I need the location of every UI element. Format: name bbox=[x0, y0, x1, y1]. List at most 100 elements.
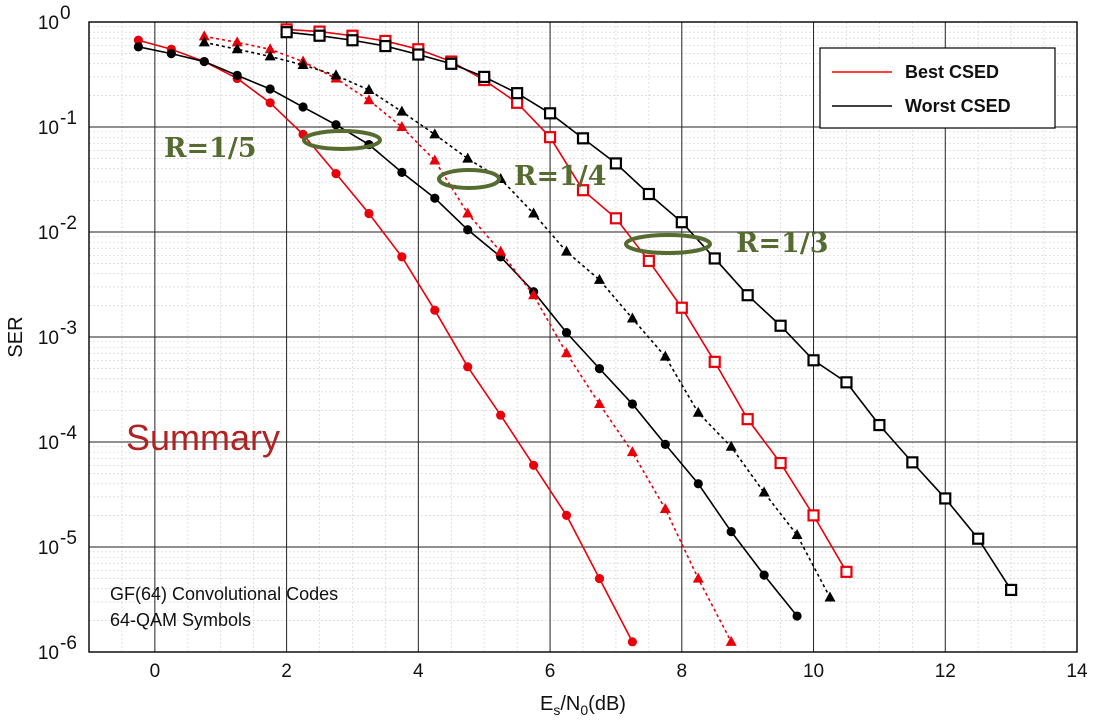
data-point-triangle bbox=[725, 440, 737, 451]
data-point-triangle bbox=[264, 43, 276, 54]
data-point-square bbox=[840, 376, 853, 389]
data-point-triangle bbox=[561, 347, 573, 358]
x-axis-label-sub1: s bbox=[553, 702, 560, 718]
data-point-circle bbox=[463, 362, 473, 372]
data-point-square bbox=[774, 319, 787, 332]
x-tick-label: 8 bbox=[677, 661, 688, 682]
data-point-circle bbox=[726, 527, 736, 537]
data-point-triangle bbox=[528, 207, 540, 218]
rate-label-1-3: R=1/3 bbox=[736, 228, 829, 259]
data-point-square bbox=[313, 29, 326, 42]
data-point-circle bbox=[331, 168, 341, 179]
data-point-square bbox=[445, 57, 458, 70]
rate-label-1-4: R=1/4 bbox=[514, 161, 607, 192]
data-point-triangle bbox=[429, 128, 441, 139]
data-point-square bbox=[576, 132, 590, 145]
x-tick-label: 0 bbox=[150, 661, 161, 682]
y-tick-label: 10 bbox=[38, 538, 59, 559]
data-point-square bbox=[708, 252, 721, 265]
data-point-triangle bbox=[198, 30, 210, 41]
data-point-triangle bbox=[561, 245, 573, 256]
y-tick-exponent: 0 bbox=[60, 3, 71, 24]
data-point-circle bbox=[660, 439, 670, 449]
data-point-triangle bbox=[495, 245, 507, 256]
y-axis-label: SER bbox=[5, 316, 27, 357]
data-point-triangle bbox=[363, 94, 375, 105]
data-point-square bbox=[478, 70, 491, 84]
data-point-square bbox=[642, 254, 655, 268]
data-point-triangle bbox=[363, 84, 375, 95]
series-layer bbox=[133, 23, 1018, 647]
data-point-triangle bbox=[626, 312, 638, 323]
data-point-circle bbox=[759, 570, 769, 580]
x-tick-labels: 0 2 4 6 8 10 12 14 bbox=[150, 661, 1088, 682]
code-note-line-2: 64-QAM Symbols bbox=[110, 610, 251, 630]
data-point-square bbox=[807, 509, 820, 522]
data-point-circle bbox=[463, 225, 473, 235]
data-point-circle bbox=[561, 328, 572, 338]
data-point-square bbox=[543, 107, 557, 120]
legend-box bbox=[819, 47, 1056, 129]
rate-label-1-5: R=1/5 bbox=[164, 133, 257, 164]
data-point-triangle bbox=[692, 572, 704, 583]
plot-border bbox=[88, 21, 1078, 653]
legend-label-worst: Worst CSED bbox=[905, 96, 1011, 116]
y-tick-exponent: -1 bbox=[60, 108, 77, 129]
data-point-triangle bbox=[593, 398, 605, 409]
x-tick-label: 10 bbox=[803, 661, 824, 682]
x-tick-label: 12 bbox=[935, 661, 956, 682]
data-point-square bbox=[511, 87, 524, 100]
data-point-triangle bbox=[626, 446, 638, 457]
data-point-triangle bbox=[528, 289, 540, 300]
data-point-circle bbox=[693, 479, 703, 489]
y-tick-exponent: -2 bbox=[60, 213, 77, 234]
y-tick-label: 10 bbox=[38, 643, 59, 664]
rate-ellipse-1-5 bbox=[302, 129, 382, 151]
data-point-square bbox=[675, 301, 688, 314]
data-point-square bbox=[379, 39, 392, 53]
data-point-circle bbox=[594, 364, 605, 374]
data-point-circle bbox=[627, 637, 638, 647]
x-tick-label: 14 bbox=[1066, 661, 1088, 682]
data-point-circle bbox=[232, 70, 242, 81]
data-point-circle bbox=[133, 42, 143, 52]
data-point-circle bbox=[561, 510, 572, 520]
data-point-triangle bbox=[396, 121, 408, 131]
data-point-square bbox=[741, 289, 754, 302]
data-point-triangle bbox=[264, 50, 276, 61]
data-point-circle bbox=[265, 98, 275, 108]
data-point-square bbox=[280, 26, 293, 39]
x-axis-label: Es/N0(dB) bbox=[540, 693, 626, 718]
data-point-square bbox=[840, 565, 853, 578]
x-axis-label-base: E bbox=[540, 693, 553, 715]
data-point-square bbox=[708, 355, 721, 368]
data-point-circle bbox=[166, 49, 176, 59]
data-point-circle bbox=[364, 208, 374, 219]
data-point-triangle bbox=[725, 635, 737, 646]
x-axis-label-tail: (dB) bbox=[588, 693, 626, 715]
rate-ellipse-1-4 bbox=[437, 168, 501, 190]
data-point-circle bbox=[397, 167, 407, 177]
legend-label-best: Best CSED bbox=[905, 62, 999, 82]
data-point-circle bbox=[430, 305, 440, 315]
code-note-line-1: GF(64) Convolutional Codes bbox=[110, 584, 338, 604]
data-point-square bbox=[511, 96, 524, 109]
y-tick-label: 10 bbox=[38, 433, 59, 454]
data-point-square bbox=[873, 418, 886, 432]
data-point-circle bbox=[594, 574, 605, 584]
y-tick-exponent: -5 bbox=[60, 528, 77, 549]
data-point-triangle bbox=[429, 154, 441, 165]
x-tick-label: 6 bbox=[545, 661, 556, 682]
data-point-square bbox=[972, 532, 985, 545]
data-point-circle bbox=[298, 102, 308, 112]
y-tick-exponent: -3 bbox=[60, 318, 77, 339]
data-point-circle bbox=[496, 410, 506, 420]
data-point-triangle bbox=[330, 69, 342, 80]
data-point-triangle bbox=[198, 36, 210, 47]
series-line bbox=[138, 39, 634, 643]
data-point-square bbox=[412, 48, 425, 61]
data-point-triangle bbox=[297, 58, 309, 69]
data-point-circle bbox=[397, 252, 407, 262]
